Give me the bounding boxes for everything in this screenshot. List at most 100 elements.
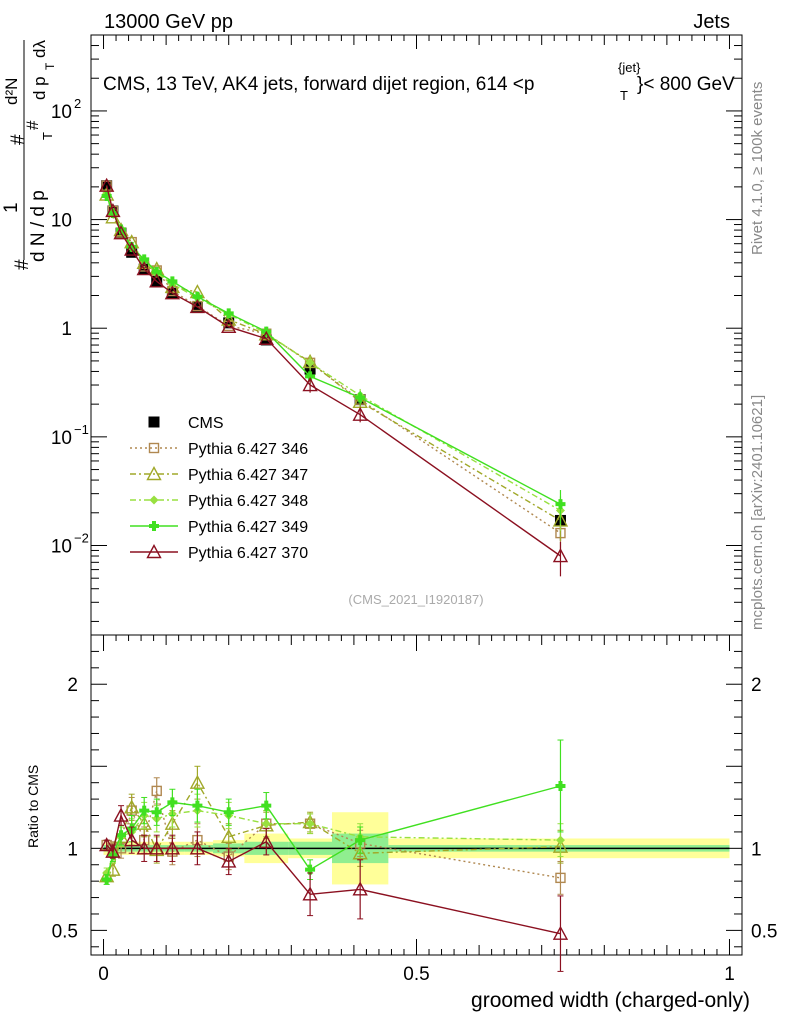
legend-marker-p347 (146, 466, 162, 481)
y-tick-label-ratio-right: 2 (751, 675, 762, 696)
plot-title-sup: {jet} (618, 60, 641, 75)
y-tick-label-main: 10 (51, 102, 72, 123)
ratio-point-p347 (189, 774, 206, 789)
y-label-sub-t1: T (40, 132, 55, 140)
legend-marker-p370 (146, 544, 162, 559)
y-tick-label-main-exp: −1 (74, 422, 89, 437)
ratio-point-p370 (105, 843, 121, 858)
ratio-point-p370 (552, 925, 569, 940)
y-label-dp: d p (30, 76, 49, 100)
x-tick-label: 0.5 (403, 964, 429, 985)
ratio-point-p370 (98, 837, 115, 852)
ratio-point-p349 (192, 800, 203, 811)
ratio-point-p370 (149, 840, 165, 855)
y-tick-label-main-exp: −2 (74, 530, 89, 545)
y-tick-label-main-exp: 2 (74, 96, 81, 111)
y-axis-label-main: # 1 d N / d p T # d²N # d p T dλ (1, 40, 57, 270)
data-point-p349 (355, 392, 366, 403)
y-axis-label-ratio: Ratio to CMS (25, 765, 41, 848)
data-point-p370 (149, 273, 165, 288)
data-point-p370 (258, 330, 274, 345)
y-label-hash2: # (8, 134, 29, 145)
ratio-point-p349 (555, 780, 566, 791)
legend-marker-p348 (149, 495, 159, 505)
data-point-p370 (352, 406, 368, 421)
ratio-point-p347 (221, 828, 237, 844)
y-label-d2n: d²N (2, 78, 21, 105)
y-tick-label-main: 10 (51, 428, 72, 449)
y-label-dn-dpt: d N / d p (28, 190, 49, 262)
data-point-p349 (101, 190, 112, 201)
ratio-point-p370 (124, 832, 140, 847)
ratio-point-p348 (555, 835, 565, 845)
legend-marker-data (148, 416, 160, 428)
legend-label-p346: Pythia 6.427 346 (188, 441, 308, 458)
series-ratio-p370 (98, 805, 569, 972)
data-point-p370 (124, 241, 140, 256)
legend-marker-p346 (148, 442, 160, 454)
y-tick-label-ratio: 0.5 (52, 921, 78, 942)
plot-title: CMS, 13 TeV, AK4 jets, forward dijet reg… (103, 74, 534, 95)
ratio-point-p346 (151, 785, 162, 797)
data-point-p349 (167, 276, 178, 287)
legend-label-p349: Pythia 6.427 349 (188, 519, 308, 536)
y-tick-label-ratio-right: 0.5 (751, 921, 777, 942)
data-point-p349 (139, 254, 150, 265)
data-point-p370 (136, 261, 152, 276)
plot-title-end: }< 800 GeV (637, 74, 735, 95)
y-label-symbol: # (12, 259, 33, 270)
data-point-p349 (126, 241, 137, 252)
data-point-data (223, 317, 235, 329)
data-point-p370 (164, 285, 181, 300)
ratio-point-p349 (261, 800, 272, 811)
data-point-p348 (305, 358, 315, 368)
header-right: Jets (693, 11, 730, 33)
ratio-point-p370 (302, 886, 318, 901)
data-point-p349 (555, 499, 566, 510)
ratio-point-p370 (136, 840, 152, 855)
y-label-dlambda: dλ (30, 40, 49, 58)
legend-marker-p349 (149, 521, 159, 531)
ratio-plot-panel: 0.5 0.5 1 1 2 2 0 0.5 1 (52, 634, 777, 985)
data-point-p370 (105, 203, 121, 218)
data-point-p349 (305, 371, 316, 382)
ratio-point-p349 (167, 797, 178, 808)
y-tick-label-main: 1 (61, 319, 72, 340)
data-point-p349 (223, 308, 234, 319)
ratio-point-p349 (223, 807, 234, 818)
y-tick-label-ratio: 2 (67, 675, 78, 696)
ratio-point-p349 (101, 874, 112, 885)
data-point-p347 (221, 311, 237, 326)
data-point-p370 (113, 225, 129, 240)
plot-title-sub: T (620, 88, 628, 103)
y-label-one: 1 (1, 202, 22, 213)
watermark: (CMS_2021_I1920187) (348, 592, 483, 607)
ratio-point-p370 (113, 807, 129, 822)
data-point-p349 (151, 266, 162, 277)
ratio-point-p370 (258, 833, 274, 848)
ratio-point-p349 (305, 864, 316, 875)
data-point-p349 (116, 224, 127, 235)
data-point-p370 (189, 298, 206, 314)
data-point-p370 (98, 177, 115, 192)
ratio-point-p348 (261, 819, 271, 829)
y-tick-label-ratio-right: 1 (751, 839, 762, 860)
series-main-p370 (98, 177, 569, 577)
data-point-p370 (302, 377, 318, 392)
ratio-point-p347 (124, 799, 140, 814)
y-label-sub-t2: T (43, 62, 57, 70)
ratio-point-p349 (151, 807, 162, 818)
ratio-point-p370 (352, 881, 368, 896)
side-label-rivet: Rivet 4.1.0, ≥ 100k events (749, 82, 766, 255)
y-tick-label-main: 10 (51, 211, 72, 232)
x-axis-label: groomed width (charged-only) (471, 989, 750, 1012)
x-tick-label: 1 (724, 964, 735, 985)
ratio-point-p346 (555, 872, 566, 884)
legend-label-data: CMS (188, 415, 224, 432)
plot-title-main: CMS, 13 TeV, AK4 jets, forward dijet reg… (103, 74, 534, 95)
ratio-point-p370 (221, 853, 237, 868)
legend: CMS Pythia 6.427 346 Pythia 6.427 347 Pythi… (130, 415, 308, 562)
legend-label-p348: Pythia 6.427 348 (188, 493, 308, 510)
data-point-p370 (221, 318, 237, 334)
side-label-mcplots: mcplots.cern.ch [arXiv:2401.10621] (749, 395, 766, 630)
